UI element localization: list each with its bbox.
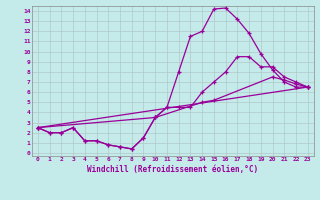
X-axis label: Windchill (Refroidissement éolien,°C): Windchill (Refroidissement éolien,°C) bbox=[87, 165, 258, 174]
